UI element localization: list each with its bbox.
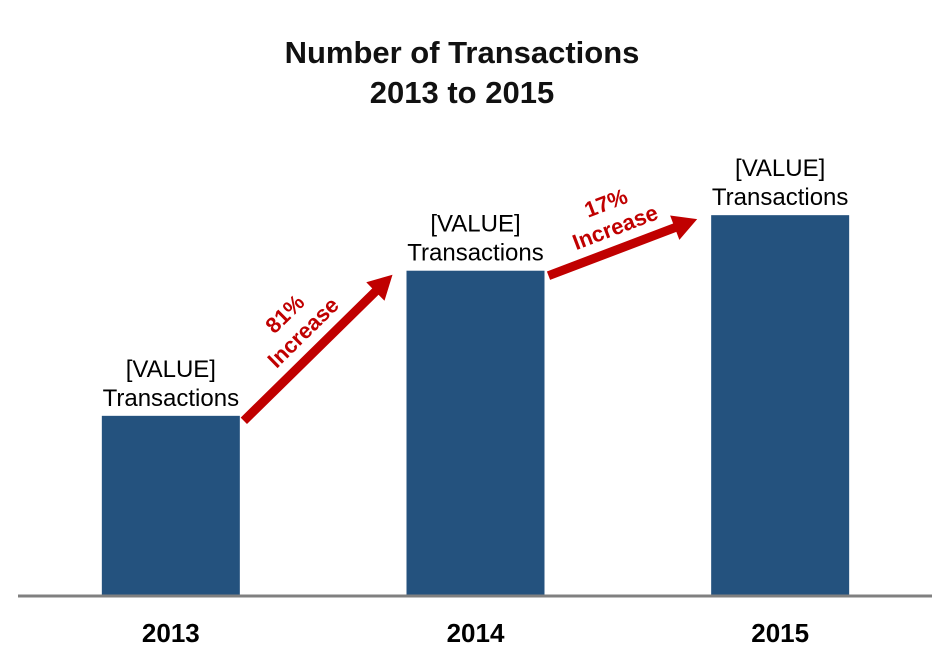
chart-title-line-1: Number of Transactions <box>285 35 640 70</box>
arrow-shape <box>240 274 393 425</box>
category-label-2014: 2014 <box>447 618 505 648</box>
chart-title: Number of Transactions 2013 to 2015 <box>285 35 640 110</box>
value-label: [VALUE] <box>735 155 825 182</box>
value-unit-label: Transactions <box>712 184 849 211</box>
value-label: [VALUE] <box>430 211 520 238</box>
value-unit-label: Transactions <box>407 240 544 267</box>
chart-title-line-2: 2013 to 2015 <box>370 75 554 110</box>
bar-2013 <box>101 415 240 595</box>
value-unit-label: Transactions <box>103 385 240 412</box>
increase-annotation-1: 81%Increase <box>260 290 343 373</box>
value-label: [VALUE] <box>126 356 216 383</box>
increase-arrows <box>240 215 698 425</box>
category-label-2015: 2015 <box>751 618 809 648</box>
category-label-2013: 2013 <box>142 618 200 648</box>
bar-2015 <box>711 215 850 595</box>
increase-arrow-1 <box>240 274 393 425</box>
bars <box>101 215 850 595</box>
arrow-shape <box>546 215 698 280</box>
increase-arrow-2 <box>546 215 698 280</box>
bar-2014 <box>406 270 545 595</box>
